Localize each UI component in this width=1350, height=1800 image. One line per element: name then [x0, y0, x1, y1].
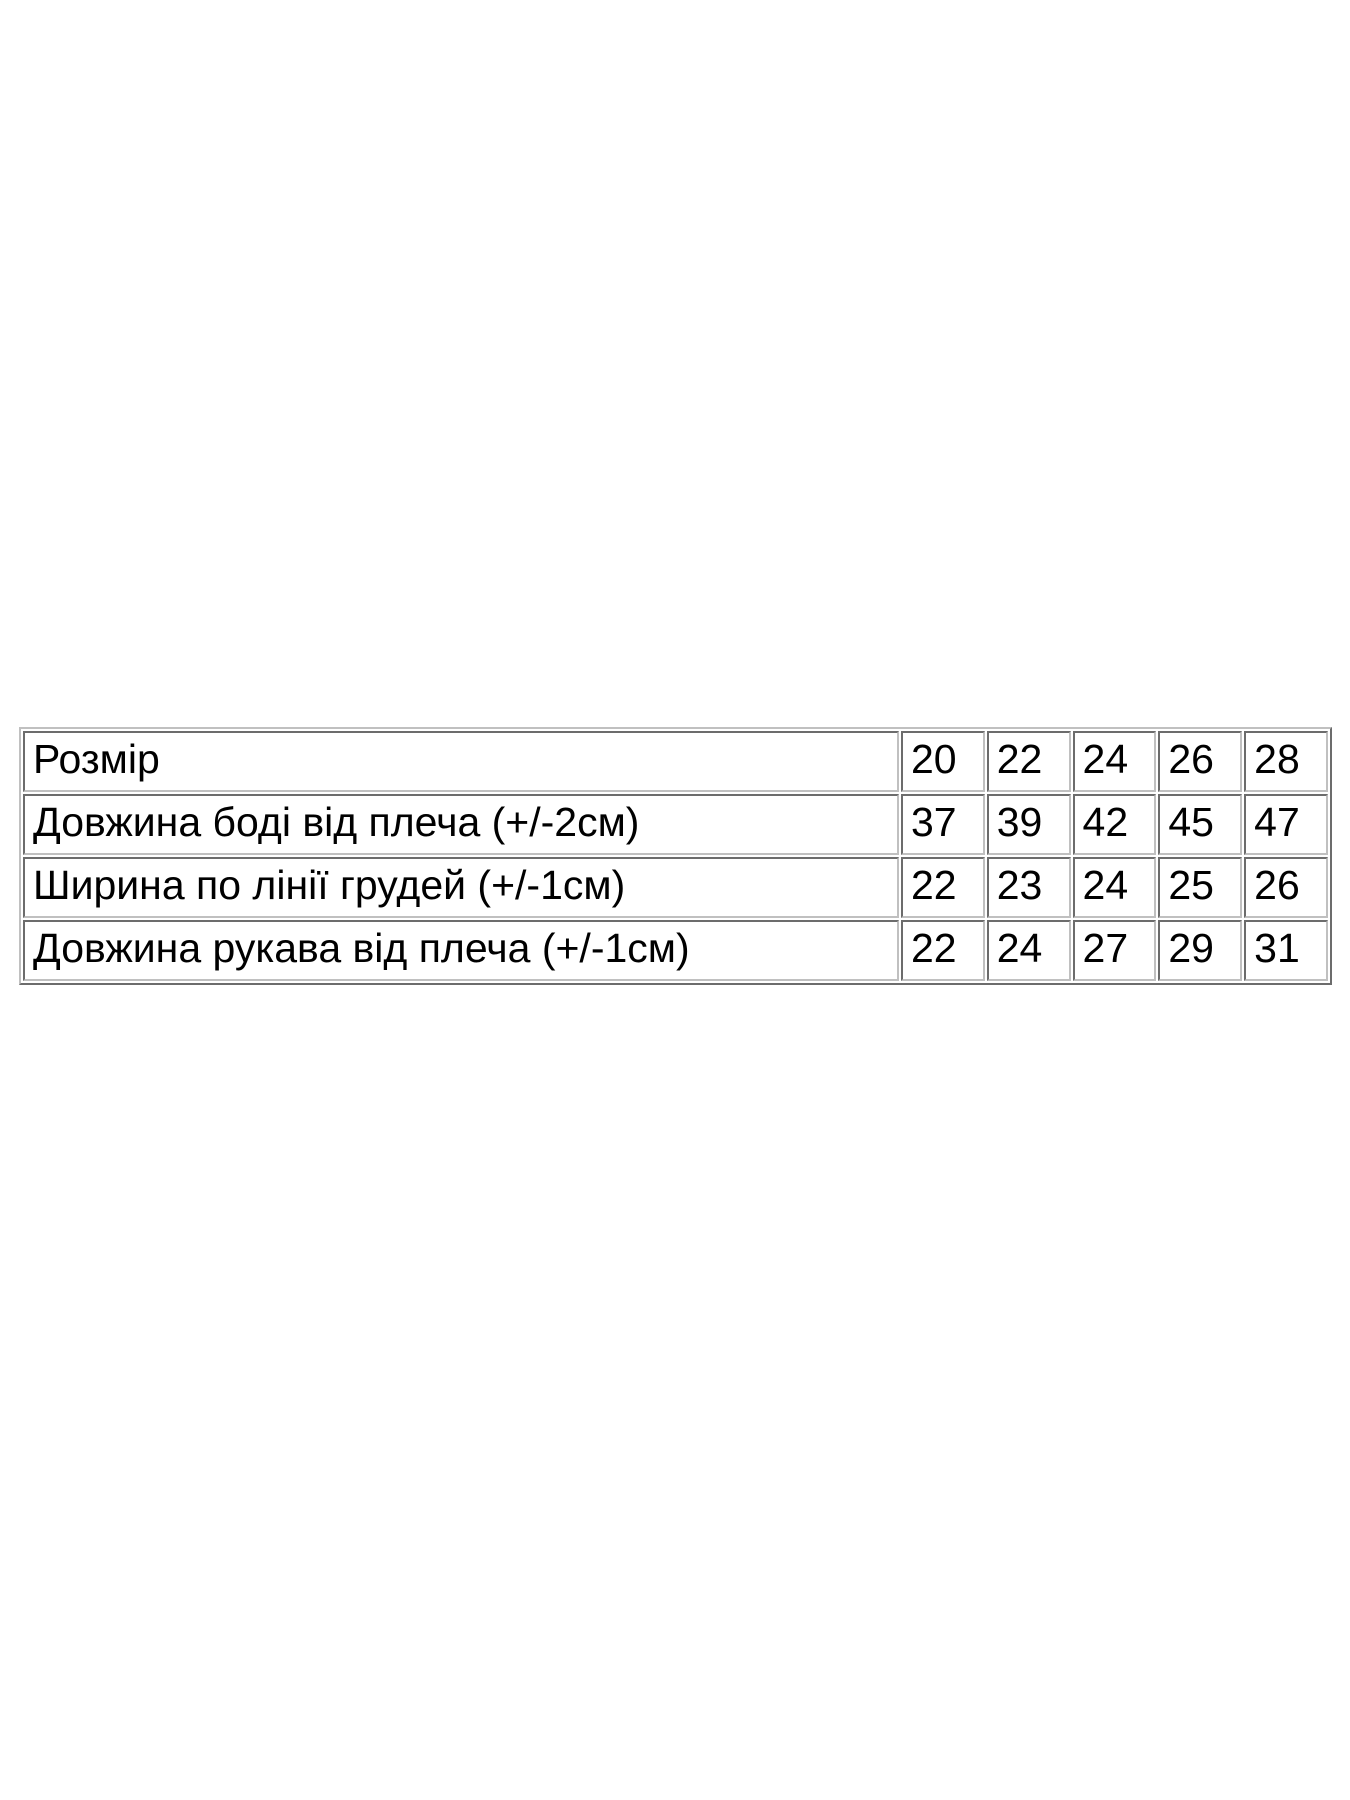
row-label: Розмір	[23, 731, 899, 792]
size-chart-body: Розмір 20 22 24 26 28 Довжина боді від п…	[23, 731, 1328, 981]
row-value: 22	[900, 920, 985, 981]
row-value: 47	[1244, 794, 1328, 855]
row-value: 20	[900, 731, 985, 792]
row-value: 31	[1244, 920, 1328, 981]
row-value: 23	[986, 857, 1071, 918]
row-label: Ширина по лінії грудей (+/-1см)	[23, 857, 899, 918]
row-value: 28	[1244, 731, 1328, 792]
table-row: Довжина рукава від плеча (+/-1см) 22 24 …	[23, 920, 1328, 981]
size-chart-table: Розмір 20 22 24 26 28 Довжина боді від п…	[19, 727, 1332, 985]
row-value: 37	[900, 794, 985, 855]
row-value: 39	[986, 794, 1071, 855]
row-value: 29	[1158, 920, 1243, 981]
row-value: 45	[1158, 794, 1243, 855]
row-value: 26	[1244, 857, 1328, 918]
row-value: 25	[1158, 857, 1243, 918]
row-value: 24	[1072, 731, 1157, 792]
row-label: Довжина боді від плеча (+/-2см)	[23, 794, 899, 855]
row-value: 24	[986, 920, 1071, 981]
table-row: Розмір 20 22 24 26 28	[23, 731, 1328, 792]
row-label: Довжина рукава від плеча (+/-1см)	[23, 920, 899, 981]
size-chart-container: Розмір 20 22 24 26 28 Довжина боді від п…	[19, 727, 1332, 985]
row-value: 24	[1072, 857, 1157, 918]
row-value: 27	[1072, 920, 1157, 981]
table-row: Довжина боді від плеча (+/-2см) 37 39 42…	[23, 794, 1328, 855]
row-value: 26	[1158, 731, 1243, 792]
row-value: 22	[986, 731, 1071, 792]
row-value: 22	[900, 857, 985, 918]
table-row: Ширина по лінії грудей (+/-1см) 22 23 24…	[23, 857, 1328, 918]
row-value: 42	[1072, 794, 1157, 855]
